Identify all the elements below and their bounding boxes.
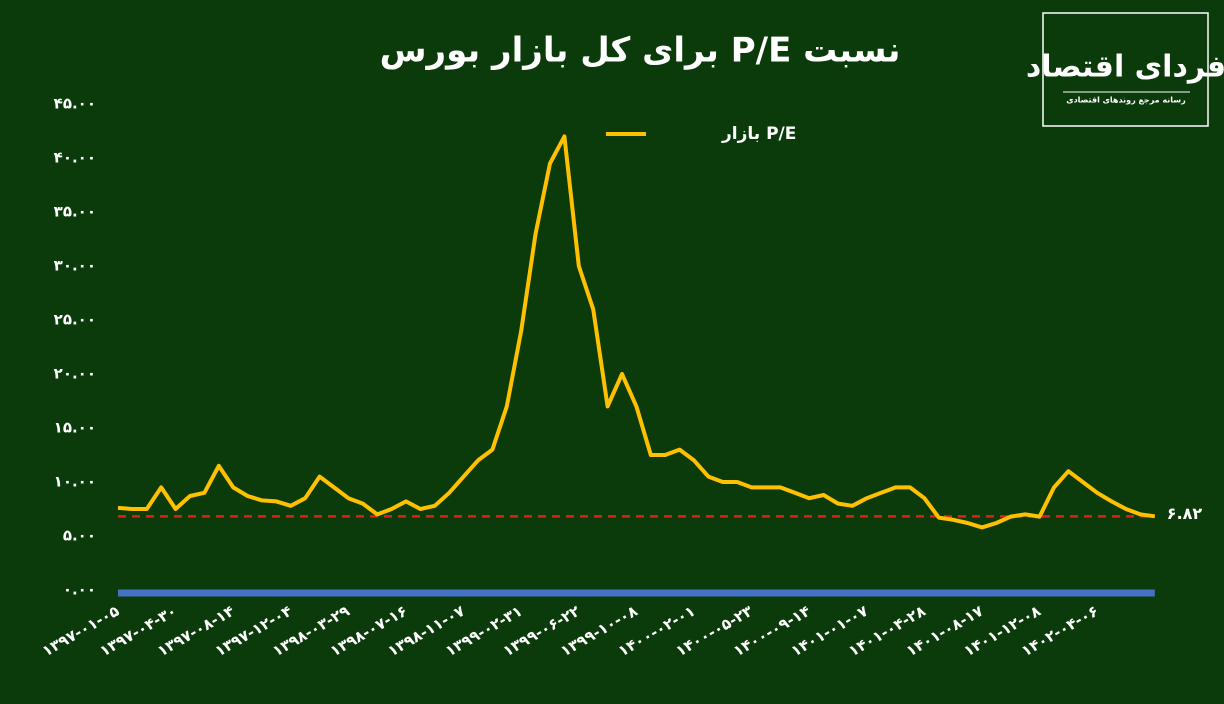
y-tick-label: ۳۰.۰۰: [54, 257, 96, 275]
y-tick-label: ۱۰.۰۰: [54, 473, 96, 491]
y-tick-label: ۵.۰۰: [63, 527, 96, 545]
y-tick-label: ۴۵.۰۰: [54, 95, 96, 113]
legend-label: P/E بازار: [721, 124, 796, 144]
logo-tagline: رسانه مرجع روندهای اقتصادی: [1066, 96, 1186, 105]
reference-label: ۶.۸۲: [1167, 504, 1203, 523]
y-tick-label: ۲۰.۰۰: [54, 365, 96, 383]
y-tick-label: ۲۵.۰۰: [54, 311, 96, 329]
logo: فردای اقتصاد رسانه مرجع روندهای اقتصادی: [1026, 12, 1224, 127]
y-tick-label: ۴۰.۰۰: [54, 149, 96, 167]
y-tick-label: ۱۵.۰۰: [54, 419, 96, 437]
y-tick-label: ۰.۰۰: [63, 581, 96, 599]
logo-box: [1042, 12, 1209, 127]
logo-name: فردای اقتصاد: [1026, 50, 1224, 85]
y-tick-label: ۳۵.۰۰: [54, 203, 96, 221]
chart-title: نسبت P/E برای کل بازار بورس: [380, 31, 901, 71]
line-series: [117, 134, 1156, 530]
